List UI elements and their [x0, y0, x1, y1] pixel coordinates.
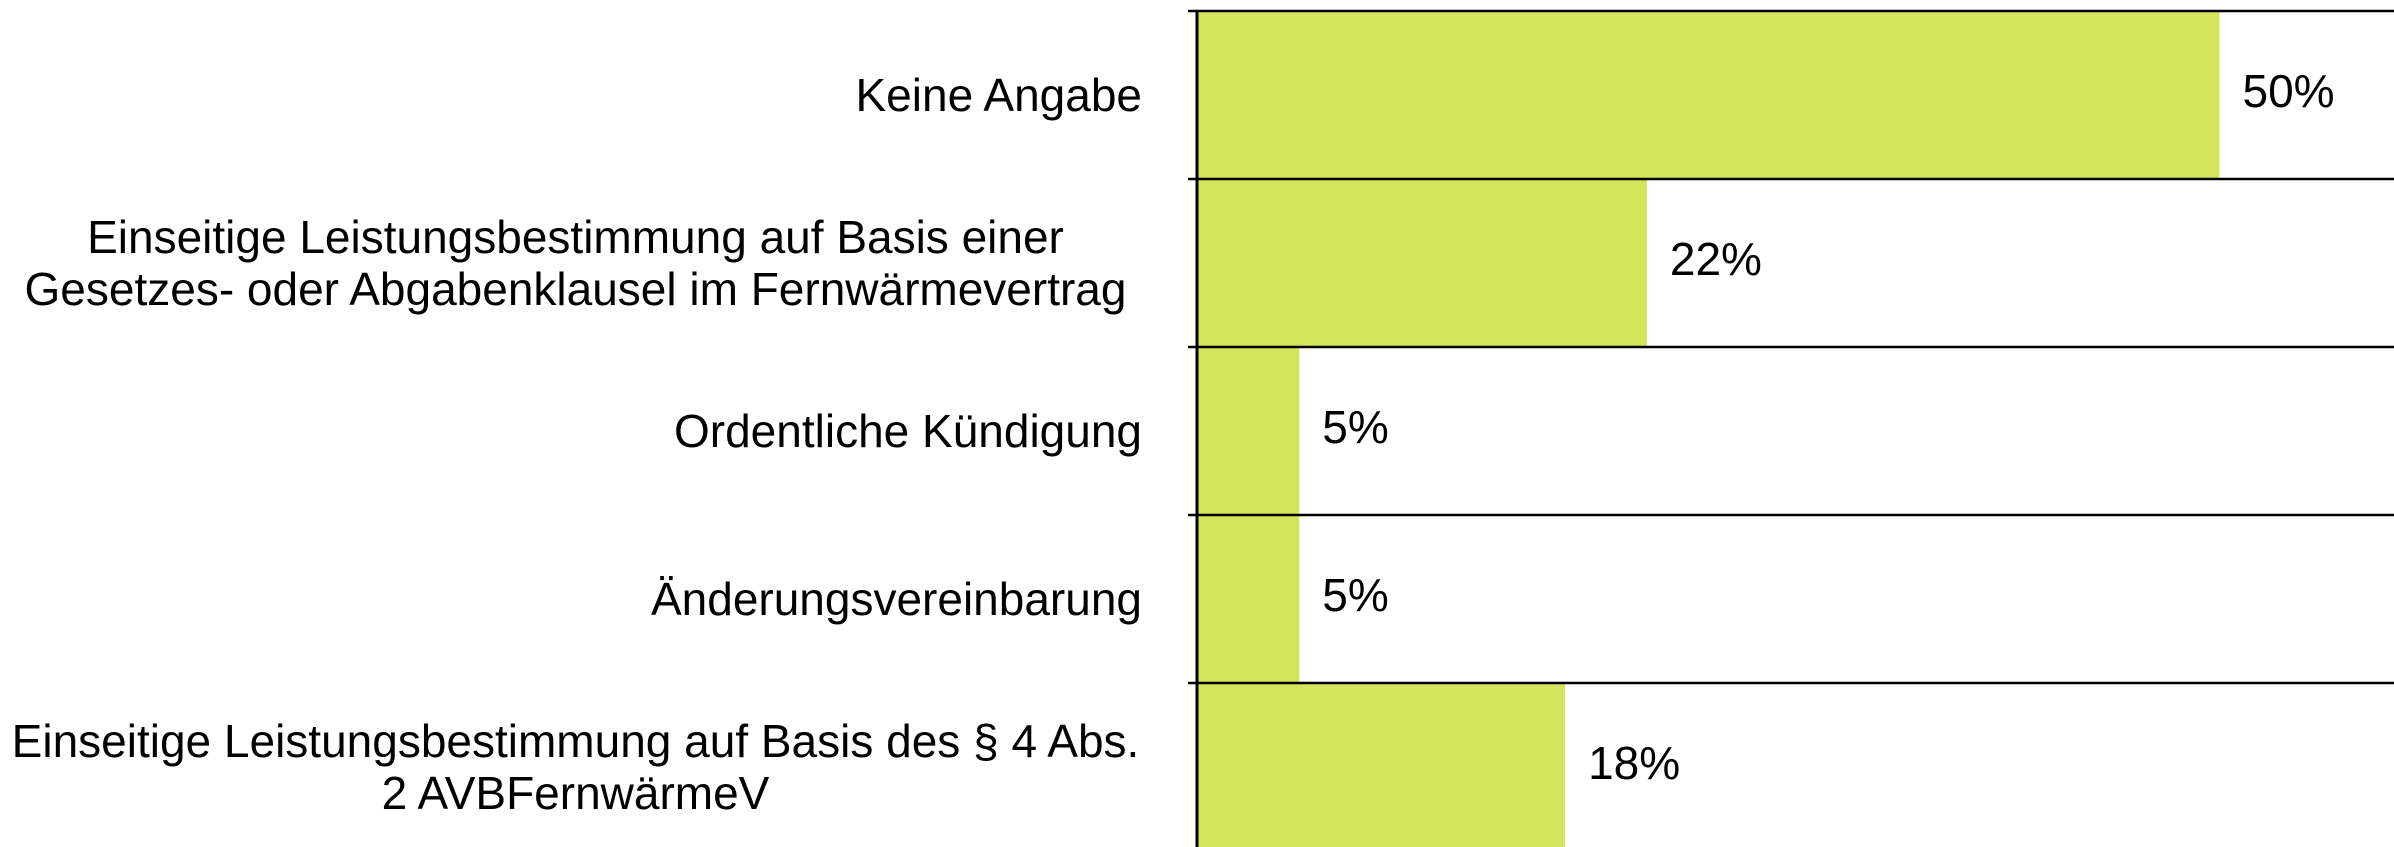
value-label: 22%	[1670, 233, 1762, 285]
bar	[1197, 11, 2220, 179]
category-label: Keine Angabe	[856, 11, 1143, 179]
category-text: Einseitige Leistungsbestimmung auf Basis…	[24, 211, 1127, 315]
value-label: 5%	[1322, 569, 1388, 621]
category-label: Ordentliche Kündigung	[674, 347, 1142, 515]
value-label: 50%	[2243, 65, 2335, 117]
category-text: Keine Angabe	[855, 69, 1143, 121]
bar	[1197, 179, 1647, 347]
category-text: Ordentliche Kündigung	[674, 405, 1142, 457]
bar	[1197, 683, 1566, 847]
category-text: Änderungsvereinbarung	[650, 573, 1142, 625]
category-label: Änderungsvereinbarung	[651, 515, 1142, 683]
category-label: Einseitige Leistungsbestimmung auf Basis…	[9, 179, 1142, 347]
value-label: 18%	[1588, 737, 1680, 789]
bar	[1197, 347, 1300, 515]
category-text: Einseitige Leistungsbestimmung auf Basis…	[11, 715, 1140, 819]
category-label: Einseitige Leistungsbestimmung auf Basis…	[9, 683, 1142, 847]
bar	[1197, 515, 1300, 683]
value-label: 5%	[1322, 401, 1388, 453]
